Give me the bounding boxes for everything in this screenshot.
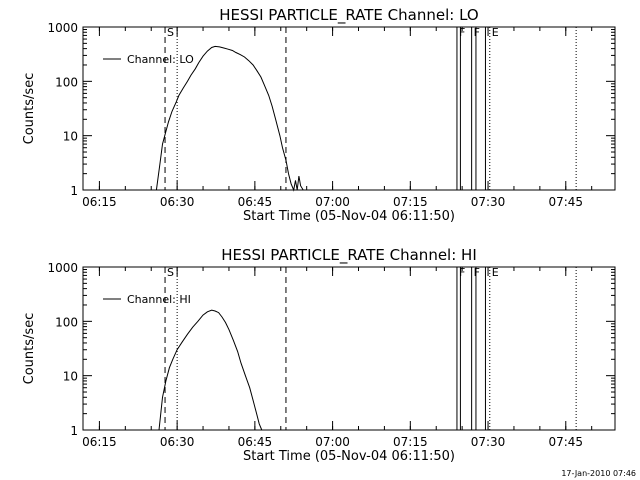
annotation-label: S <box>167 26 174 39</box>
x-tick-label: 07:45 <box>548 435 583 449</box>
y-tick-label: 1000 <box>47 21 78 35</box>
x-tick-label: 06:15 <box>82 435 117 449</box>
footer-date: 17-Jan-2010 07:46 <box>561 469 636 478</box>
x-tick-label: 06:45 <box>238 195 273 209</box>
plot-frame <box>82 26 616 191</box>
legend-label: Channel: HI <box>127 293 191 306</box>
y-tick-label: 100 <box>55 75 78 89</box>
x-tick-label: 06:15 <box>82 195 117 209</box>
y-axis-label: Counts/sec <box>22 73 37 145</box>
y-tick-label: 10 <box>63 370 78 384</box>
y-tick-label: 1 <box>70 184 78 198</box>
x-tick-label: 06:30 <box>160 435 195 449</box>
y-tick-label: 1000 <box>47 261 78 275</box>
x-tick-label: 07:30 <box>471 195 506 209</box>
y-tick-label: 10 <box>63 130 78 144</box>
x-tick-label: 07:00 <box>315 435 350 449</box>
x-tick-label: 07:30 <box>471 435 506 449</box>
series-line <box>155 45 304 192</box>
x-axis-label: Start Time (05-Nov-04 06:11:50) <box>243 209 455 224</box>
plot-frame <box>82 266 616 431</box>
x-tick-label: 07:45 <box>548 195 583 209</box>
annotation-label: E <box>492 266 499 279</box>
annotation-label: F <box>474 266 480 279</box>
annotation-label: F <box>474 26 480 39</box>
x-tick-label: 07:15 <box>393 195 428 209</box>
y-tick-label: 1 <box>70 424 78 438</box>
annotation-label: S <box>167 266 174 279</box>
y-tick-label: 100 <box>55 315 78 329</box>
annotation-label: F <box>459 266 465 279</box>
legend-label: Channel: LO <box>127 53 194 66</box>
x-tick-label: 06:30 <box>160 195 195 209</box>
y-axis-label: Counts/sec <box>22 313 37 385</box>
chart-title: HESSI PARTICLE_RATE Channel: LO <box>219 6 478 25</box>
x-tick-label: 07:00 <box>315 195 350 209</box>
series-line <box>158 309 263 431</box>
x-tick-label: 06:45 <box>238 435 273 449</box>
annotation-label: E <box>492 26 499 39</box>
x-axis-label: Start Time (05-Nov-04 06:11:50) <box>243 449 455 464</box>
annotation-label: F <box>459 26 465 39</box>
x-tick-label: 07:15 <box>393 435 428 449</box>
chart-title: HESSI PARTICLE_RATE Channel: HI <box>221 246 477 265</box>
